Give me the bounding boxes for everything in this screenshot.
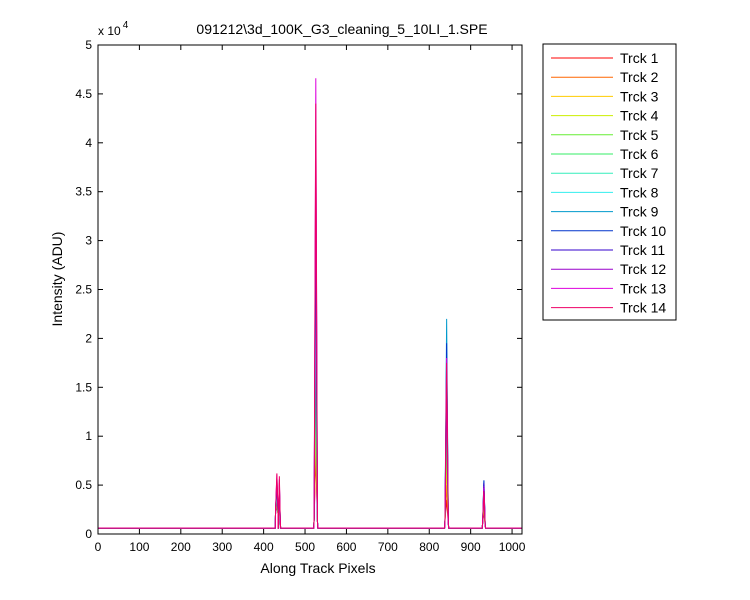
x-tick-label: 300 (212, 540, 232, 554)
y-axis-ticks: 0 0.5 1 1.5 2 2.5 3 3.5 4 4.5 5 (75, 38, 522, 541)
legend-label-trck-14: Trck 14 (620, 300, 666, 316)
x-tick-label: 500 (295, 540, 315, 554)
x-tick-label: 100 (129, 540, 149, 554)
x-axis-label: Along Track Pixels (260, 560, 375, 576)
legend-label-trck-1: Trck 1 (620, 50, 659, 66)
legend-label-trck-3: Trck 3 (620, 88, 659, 104)
x-tick-label: 600 (336, 540, 356, 554)
legend-label-trck-10: Trck 10 (620, 223, 666, 239)
y-tick-label: 4 (85, 136, 92, 150)
y-tick-label: 0.5 (75, 478, 92, 492)
y-tick-label: 1 (85, 429, 92, 443)
legend-label-trck-11: Trck 11 (620, 242, 665, 258)
y-tick-label: 2 (85, 331, 92, 345)
x-tick-label: 900 (461, 540, 481, 554)
legend-label-trck-12: Trck 12 (620, 261, 666, 277)
series-line-trck-14 (98, 103, 522, 529)
chart-title: 091212\3d_100K_G3_cleaning_5_10LI_1.SPE (196, 21, 487, 37)
legend-label-trck-7: Trck 7 (620, 165, 659, 181)
legend-box (542, 43, 677, 321)
legend: Trck 1 Trck 2 Trck 3 Trck 4 Trck 5 Trck 6 Trck… (542, 43, 677, 321)
y-tick-label: 4.5 (75, 87, 92, 101)
legend-items: Trck 1 Trck 2 Trck 3 Trck 4 Trck 5 Trck 6 Trck… (551, 50, 666, 316)
x-tick-label: 0 (95, 540, 102, 554)
y-exponent-base: x 10 (98, 24, 121, 38)
plot-area (98, 45, 522, 534)
y-tick-label: 2.5 (75, 283, 92, 297)
x-tick-label: 1000 (499, 540, 526, 554)
y-tick-label: 3.5 (75, 185, 92, 199)
legend-label-trck-9: Trck 9 (620, 204, 659, 220)
series-layer (98, 78, 522, 529)
legend-label-trck-8: Trck 8 (620, 184, 659, 200)
y-tick-label: 3 (85, 234, 92, 248)
x-tick-label: 200 (171, 540, 191, 554)
y-tick-label: 0 (85, 527, 92, 541)
legend-label-trck-6: Trck 6 (620, 146, 659, 162)
legend-label-trck-5: Trck 5 (620, 127, 659, 143)
y-tick-label: 5 (85, 38, 92, 52)
y-axis-label: Intensity (ADU) (49, 232, 65, 327)
y-tick-label: 1.5 (75, 380, 92, 394)
x-tick-label: 800 (419, 540, 439, 554)
legend-label-trck-4: Trck 4 (620, 108, 659, 124)
legend-label-trck-2: Trck 2 (620, 69, 659, 85)
y-exponent-power: 4 (123, 20, 129, 31)
x-axis-ticks: 0 100 200 300 400 500 600 700 800 900 1000 (95, 45, 526, 554)
x-tick-label: 400 (254, 540, 274, 554)
y-exponent-label: x 10 4 (98, 20, 129, 38)
x-tick-label: 700 (378, 540, 398, 554)
legend-label-trck-13: Trck 13 (620, 280, 666, 296)
